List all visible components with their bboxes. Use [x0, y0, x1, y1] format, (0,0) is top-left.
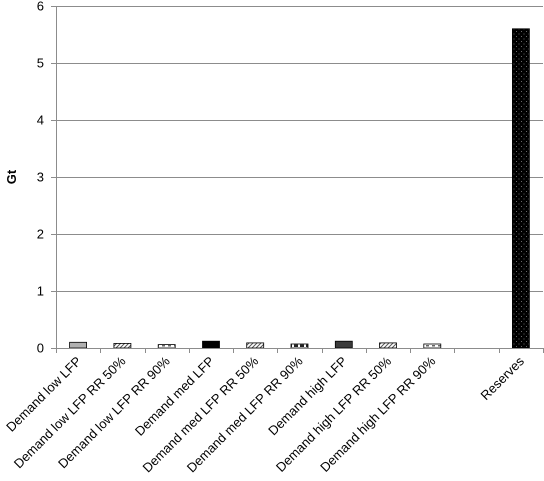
bars [69, 28, 530, 349]
bar [157, 344, 176, 349]
bar [379, 342, 397, 349]
bar [423, 343, 442, 349]
y-tick-label: 2 [37, 227, 44, 242]
x-tick-label: Reserves [478, 353, 528, 403]
y-axis-label: Gt [4, 169, 19, 184]
bar [290, 343, 309, 349]
y-tick-label: 5 [37, 56, 44, 71]
y-tick-label: 4 [37, 113, 44, 128]
bar [334, 340, 353, 349]
y-tick-label: 6 [37, 0, 44, 14]
bar [246, 342, 265, 349]
x-tick-label: Demand med LFP [132, 354, 217, 439]
x-tick-label: Demand high LFP [265, 354, 350, 439]
axes [51, 6, 544, 353]
bar [113, 342, 132, 349]
gridlines [56, 6, 543, 292]
y-tick-label: 0 [37, 341, 44, 356]
bar [512, 28, 530, 349]
bar [69, 341, 87, 349]
y-tick-label: 3 [37, 170, 44, 185]
bar [202, 340, 220, 349]
y-tick-labels: 0 1 2 3 4 5 6 [37, 0, 44, 356]
y-tick-label: 1 [37, 284, 44, 299]
x-tick-label: Demand low LFP [3, 354, 84, 435]
